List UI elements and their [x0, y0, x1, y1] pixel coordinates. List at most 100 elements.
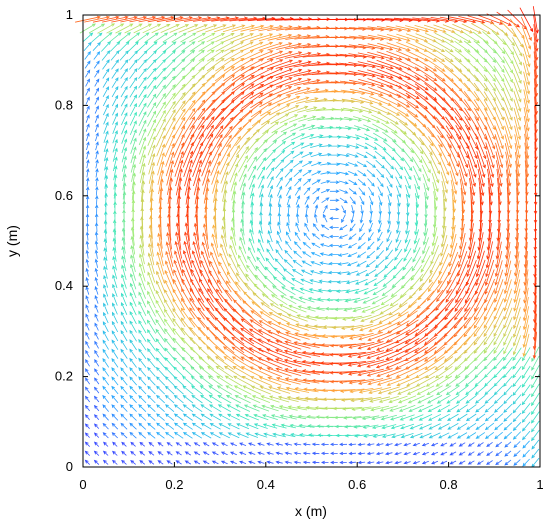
velocity-arrow — [335, 433, 351, 438]
velocity-arrow — [139, 450, 146, 456]
velocity-arrow — [483, 356, 496, 370]
velocity-arrow — [305, 204, 309, 214]
velocity-arrow — [103, 112, 109, 125]
velocity-arrow — [495, 459, 503, 466]
velocity-arrow — [147, 394, 156, 404]
velocity-arrow — [463, 32, 481, 44]
velocity-arrow — [488, 186, 493, 215]
velocity-arrow — [138, 111, 147, 127]
velocity-arrow — [149, 170, 155, 194]
velocity-arrow — [121, 112, 128, 126]
velocity-arrow — [93, 459, 100, 465]
velocity-arrow — [103, 130, 109, 143]
velocity-arrow — [299, 124, 316, 131]
velocity-arrow — [360, 106, 382, 115]
velocity-arrow — [275, 77, 303, 88]
velocity-arrow — [321, 197, 330, 204]
velocity-arrow — [449, 16, 477, 24]
velocity-arrow — [350, 97, 374, 105]
velocity-arrow — [266, 50, 293, 60]
velocity-arrow — [440, 234, 448, 257]
velocity-arrow — [377, 42, 403, 51]
velocity-arrow — [396, 194, 401, 207]
velocity-arrow — [231, 181, 237, 201]
velocity-arrow — [302, 451, 311, 456]
velocity-arrow — [424, 192, 429, 210]
velocity-arrow — [336, 280, 350, 284]
velocity-arrow — [193, 159, 202, 187]
velocity-arrow — [477, 168, 485, 197]
velocity-arrow — [157, 160, 165, 185]
velocity-arrow — [284, 442, 293, 447]
velocity-arrow — [84, 404, 91, 412]
velocity-arrow — [284, 60, 312, 69]
velocity-arrow — [307, 424, 324, 428]
velocity-arrow — [130, 254, 136, 272]
velocity-arrow — [189, 58, 206, 72]
velocity-arrow — [473, 326, 488, 346]
velocity-arrow — [275, 339, 302, 350]
velocity-arrow — [463, 90, 480, 112]
velocity-arrow — [444, 32, 463, 43]
velocity-arrow — [207, 375, 223, 387]
velocity-arrow — [439, 162, 449, 185]
velocity-arrow — [93, 441, 100, 447]
velocity-arrow — [101, 41, 112, 52]
velocity-arrow — [268, 184, 274, 197]
velocity-arrow — [213, 24, 237, 33]
velocity-arrow — [120, 292, 128, 307]
velocity-arrow — [248, 451, 256, 455]
velocity-arrow — [130, 128, 137, 145]
velocity-arrow — [249, 366, 273, 378]
velocity-arrow — [329, 343, 357, 348]
velocity-arrow — [155, 366, 166, 377]
velocity-arrow — [394, 451, 402, 456]
y-tick-label: 0.6 — [55, 188, 73, 203]
velocity-arrow — [247, 156, 257, 172]
velocity-arrow — [94, 304, 99, 313]
velocity-arrow — [444, 82, 463, 102]
y-tick-label: 0.8 — [55, 97, 73, 112]
velocity-arrow — [270, 113, 290, 125]
velocity-arrow — [394, 248, 403, 261]
velocity-arrow — [157, 451, 164, 456]
velocity-arrow — [94, 249, 99, 259]
velocity-arrow — [387, 204, 392, 216]
velocity-arrow — [164, 337, 176, 352]
velocity-arrow — [493, 288, 504, 312]
velocity-arrow — [532, 304, 537, 333]
velocity-arrow — [286, 194, 291, 206]
velocity-arrow — [94, 231, 99, 241]
velocity-arrow — [310, 252, 321, 257]
velocity-arrow — [503, 403, 513, 414]
velocity-arrow — [475, 422, 486, 431]
velocity-arrow — [341, 205, 346, 215]
velocity-arrow — [456, 260, 468, 286]
velocity-arrow — [418, 272, 433, 292]
velocity-arrow — [456, 404, 468, 413]
velocity-arrow — [215, 365, 234, 379]
velocity-arrow — [505, 160, 512, 187]
velocity-arrow — [335, 298, 351, 302]
velocity-arrow — [302, 378, 329, 383]
velocity-arrow — [492, 39, 506, 55]
velocity-arrow — [405, 318, 428, 336]
velocity-arrow — [112, 130, 118, 144]
velocity-arrow — [95, 168, 99, 178]
velocity-arrow — [414, 66, 438, 82]
velocity-arrow — [294, 231, 301, 241]
velocity-arrow — [86, 168, 90, 178]
velocity-arrow — [466, 432, 477, 439]
velocity-arrow — [348, 179, 358, 186]
velocity-arrow — [330, 451, 338, 456]
velocity-arrow — [425, 109, 445, 130]
velocity-arrow — [505, 223, 510, 251]
velocity-arrow — [225, 126, 242, 147]
velocity-arrow — [417, 281, 434, 301]
velocity-arrow — [165, 404, 175, 413]
velocity-arrow — [402, 256, 413, 271]
velocity-arrow — [138, 329, 147, 342]
velocity-arrow — [453, 316, 471, 338]
velocity-arrow — [303, 232, 311, 241]
velocity-arrow — [182, 375, 194, 387]
